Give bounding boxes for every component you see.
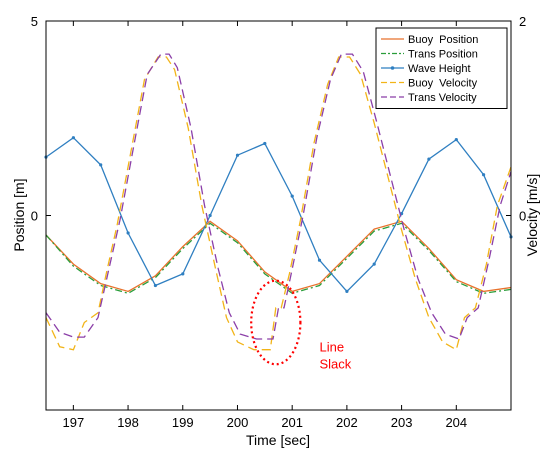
series-2-point-11 — [345, 289, 349, 293]
series-2-point-3 — [126, 231, 130, 235]
series-2-point-12 — [372, 262, 376, 266]
x-tick-label: 204 — [445, 415, 467, 430]
line-slack-ellipse — [250, 279, 302, 366]
annotation-layer: Line Slack — [250, 279, 352, 372]
series-2-point-2 — [99, 163, 103, 167]
x-ticks: 197 198 199 200 201 202 203 204 — [63, 21, 467, 430]
legend: Buoy Position Trans Position Wave Height Bu… — [375, 27, 508, 109]
series-2-point-8 — [263, 141, 267, 146]
legend-entry-label: Trans Velocity — [408, 92, 477, 104]
annotation-text-1: Slack — [320, 357, 352, 372]
series-line-2 — [45, 136, 512, 293]
series-2-point-15 — [454, 138, 458, 142]
x-tick-label: 198 — [117, 415, 139, 430]
legend-entry-label: Buoy Velocity — [408, 78, 478, 90]
x-tick-label: 200 — [227, 415, 249, 430]
y-ticks-right: 20 — [506, 14, 526, 224]
series-2-point-5 — [181, 272, 185, 276]
y-left-tick-label: 0 — [31, 209, 38, 224]
series-line-1 — [45, 222, 512, 295]
x-tick-label: 201 — [281, 415, 303, 430]
y-left-tick-label: 5 — [31, 14, 38, 29]
y-right-tick-label: 0 — [519, 209, 526, 224]
x-tick-label: 203 — [391, 415, 413, 430]
series-2-point-7 — [235, 153, 240, 157]
series-2-point-1 — [71, 136, 75, 140]
series-2-point-4 — [153, 283, 157, 288]
y-axis-label-left: Position [m] — [11, 178, 27, 251]
x-tick-label: 202 — [336, 415, 358, 430]
legend-entry-label: Wave Height — [408, 63, 471, 75]
x-tick-label: 197 — [63, 415, 85, 430]
series-2-point-10 — [317, 258, 322, 262]
x-axis-label: Time [sec] — [246, 432, 310, 448]
series-2-point-6 — [208, 213, 212, 218]
series-2-point-14 — [427, 157, 431, 161]
legend-swatch-dot-2 — [390, 66, 395, 70]
series-2-point-16 — [482, 173, 486, 177]
series-layer — [44, 53, 513, 351]
y-right-tick-label: 2 — [519, 14, 526, 29]
x-tick-label: 199 — [172, 415, 194, 430]
annotation-text-0: Line — [320, 340, 345, 355]
y-ticks-left: 50 — [31, 14, 51, 224]
legend-entry-label: Buoy Position — [408, 34, 478, 46]
series-2-point-9 — [290, 194, 294, 198]
y-axis-label-right: Velocity [m/s] — [524, 174, 540, 256]
legend-entry-label: Trans Position — [408, 49, 478, 61]
